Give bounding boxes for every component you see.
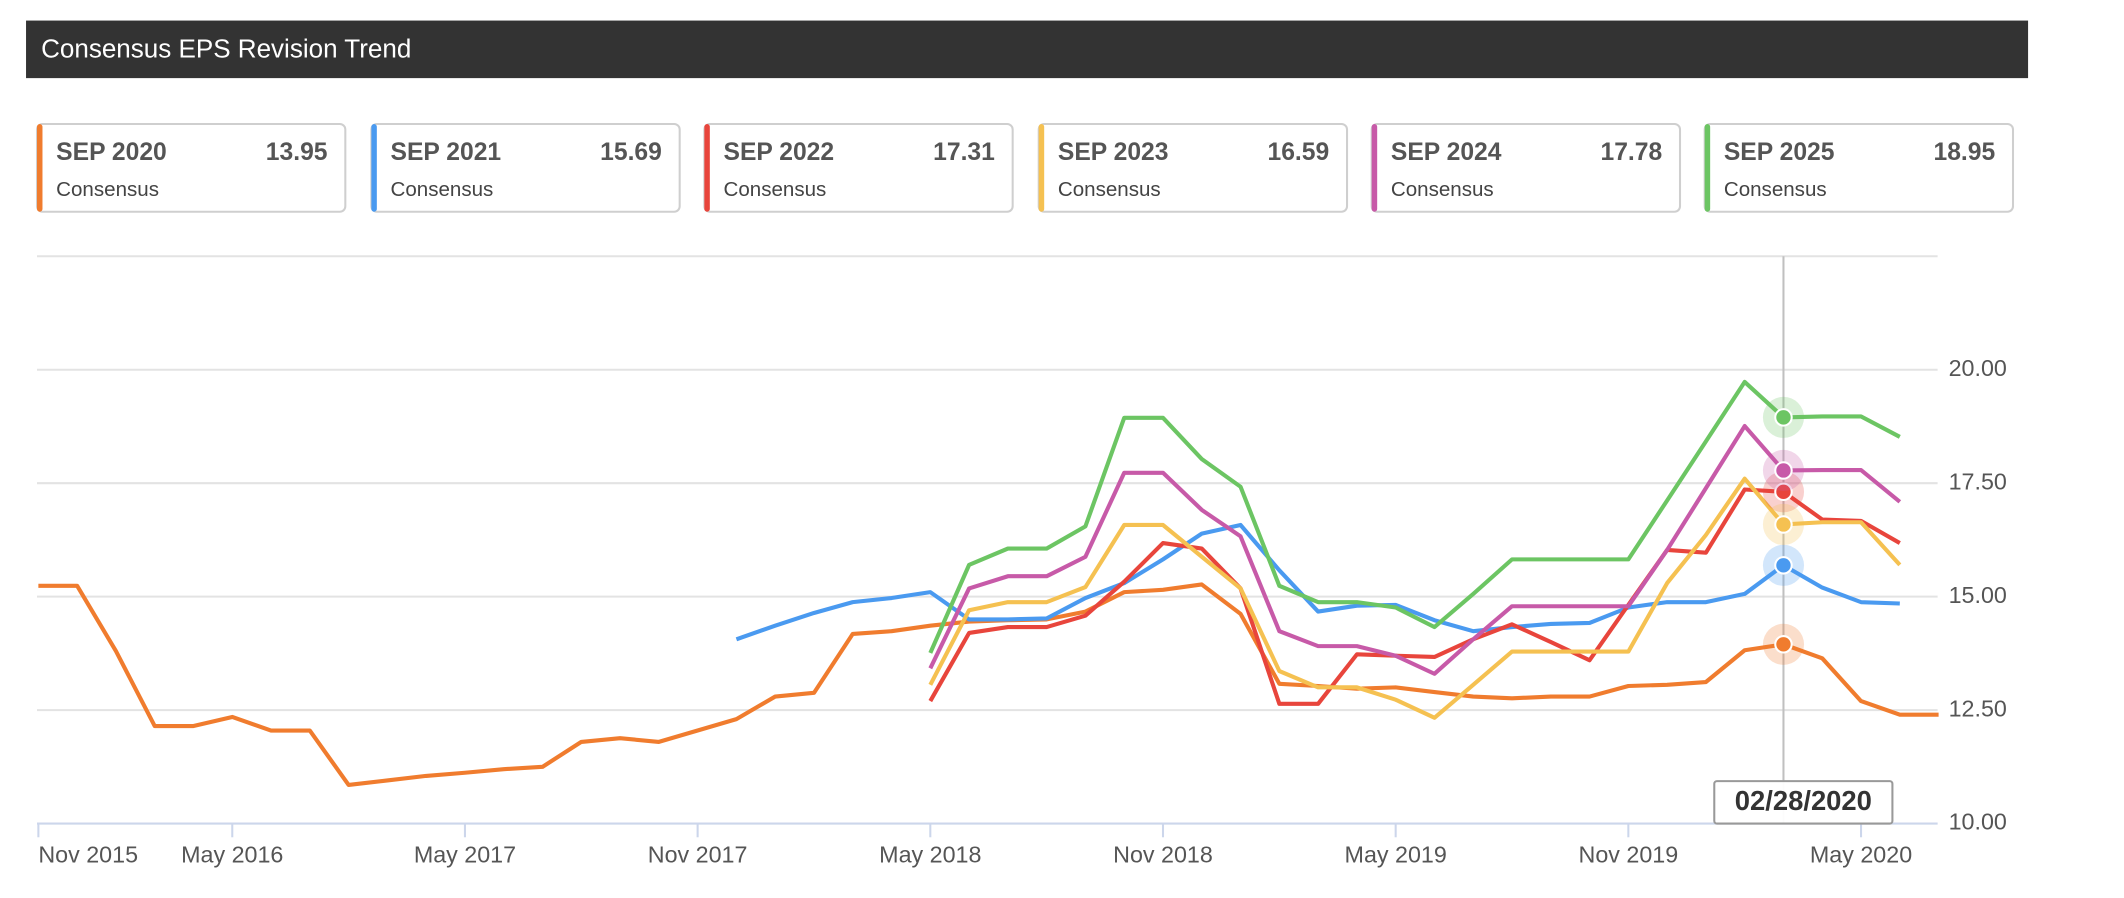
legend: SEP 2020 13.95 Consensus SEP 2021 15.69 Conse…: [35, 123, 2015, 213]
y-tick-label: 10.00: [1949, 809, 2007, 835]
legend-card[interactable]: [1037, 123, 1349, 213]
x-tick-label: May 2019: [1345, 842, 1447, 868]
series-line: [928, 423, 1902, 676]
series-lines: 02/28/2020: [38, 256, 1939, 825]
chart-title: Consensus EPS Revision Trend: [41, 34, 411, 64]
y-tick-label: 12.50: [1949, 695, 2007, 721]
legend-caption: Consensus: [724, 178, 827, 201]
legend-color-bar: [1371, 124, 1378, 212]
legend-name: SEP 2023: [1058, 139, 1169, 166]
legend-color-bar: [704, 124, 710, 212]
x-tick-label: May 2017: [414, 842, 516, 868]
x-tick-label: Nov 2015: [38, 842, 138, 868]
legend-value: 17.31: [933, 139, 995, 166]
y-tick-label: 20.00: [1949, 355, 2007, 381]
x-tick-label: Nov 2019: [1579, 842, 1679, 868]
hover-marker: [1774, 408, 1793, 427]
series-line: [928, 476, 1902, 720]
legend-caption: Consensus: [391, 178, 494, 201]
legend-value: 13.95: [266, 139, 328, 166]
legend-color-bar: [1704, 124, 1711, 212]
hover-marker: [1774, 556, 1793, 575]
y-tick-label: 17.50: [1949, 468, 2007, 494]
hover-marker: [1774, 461, 1793, 480]
series-line: [735, 522, 1900, 642]
legend-caption: Consensus: [56, 178, 159, 201]
legend-caption: Consensus: [1058, 178, 1161, 201]
legend-caption: Consensus: [1724, 178, 1827, 201]
legend-name: SEP 2021: [391, 139, 502, 166]
y-tick-label: 15.00: [1949, 582, 2007, 608]
legend-value: 16.59: [1268, 139, 1330, 166]
legend-caption: Consensus: [1391, 178, 1494, 201]
hover-marker: [1774, 635, 1793, 654]
header-bar: [26, 20, 2029, 79]
x-tick-label: May 2020: [1810, 842, 1912, 868]
legend-name: SEP 2020: [56, 139, 167, 166]
series-line: [38, 582, 1939, 787]
x-tick-label: May 2018: [879, 842, 981, 868]
grid: 10.00 12.50 15.00 17.50 20.00: [36, 355, 2007, 835]
legend-value: 18.95: [1933, 139, 1995, 166]
legend-name: SEP 2025: [1724, 139, 1835, 166]
x-tick-label: May 2016: [181, 842, 283, 868]
hover-marker: [1774, 515, 1793, 534]
legend-value: 15.69: [600, 139, 662, 166]
series-line: [928, 379, 1901, 654]
legend-color-bar: [371, 124, 377, 212]
x-tick-label: Nov 2017: [648, 842, 748, 868]
tooltip-label: 02/28/2020: [1735, 785, 1872, 816]
legend-value: 17.78: [1600, 139, 1662, 166]
legend-color-bar: [36, 124, 43, 212]
series-line: [928, 487, 1901, 706]
tooltip-box: [1713, 780, 1894, 825]
x-tick-label: Nov 2018: [1113, 842, 1213, 868]
legend-name: SEP 2022: [724, 139, 835, 166]
legend-name: SEP 2024: [1391, 139, 1502, 166]
hover-marker: [1774, 482, 1793, 502]
legend-color-bar: [1038, 124, 1045, 212]
x-axis: Nov 2015 May 2016 May 2017 Nov 2017 May 2018…: [37, 823, 1912, 868]
